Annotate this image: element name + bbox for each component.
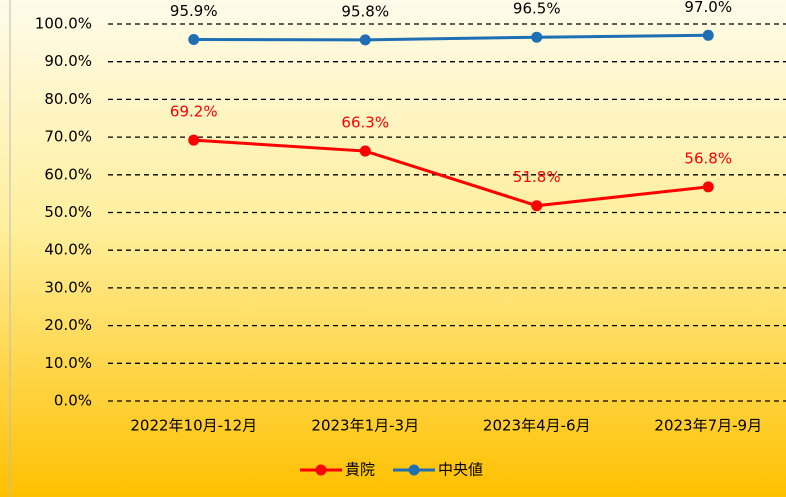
point xyxy=(531,200,543,212)
y-tick-label: 50.0% xyxy=(44,203,92,221)
x-tick-label: 2023年1月-3月 xyxy=(311,417,419,435)
legend-label: 中央値 xyxy=(438,461,483,479)
point xyxy=(531,31,543,43)
point xyxy=(359,34,371,46)
data-label: 51.8% xyxy=(513,168,561,186)
y-tick-label: 70.0% xyxy=(44,128,92,146)
legend-marker xyxy=(408,464,420,476)
y-tick-label: 90.0% xyxy=(44,52,92,70)
series-line xyxy=(193,33,709,42)
y-tick-label: 10.0% xyxy=(44,354,92,372)
point xyxy=(702,181,714,193)
data-label: 69.2% xyxy=(170,103,218,121)
x-tick-label: 2023年7月-9月 xyxy=(654,417,762,435)
x-tick-label: 2022年10月-12月 xyxy=(130,417,257,435)
y-tick-label: 60.0% xyxy=(44,165,92,183)
data-label: 56.8% xyxy=(684,149,732,167)
data-label: 97.0% xyxy=(684,0,732,16)
data-label: 95.9% xyxy=(170,2,218,20)
data-label: 96.5% xyxy=(513,0,561,18)
point xyxy=(188,33,200,45)
point xyxy=(702,29,714,41)
point xyxy=(359,145,371,157)
y-tick-label: 0.0% xyxy=(54,392,92,410)
legend-label: 貴院 xyxy=(345,461,375,479)
point xyxy=(188,134,200,146)
data-label: 95.8% xyxy=(341,2,389,20)
y-tick-label: 20.0% xyxy=(44,316,92,334)
y-tick-label: 30.0% xyxy=(44,278,92,296)
series-line xyxy=(193,138,709,208)
y-tick-label: 40.0% xyxy=(44,241,92,259)
legend-marker xyxy=(315,464,327,476)
y-tick-label: 100.0% xyxy=(35,15,92,33)
y-tick-label: 80.0% xyxy=(44,90,92,108)
data-label: 66.3% xyxy=(341,114,389,132)
x-tick-label: 2023年4月-6月 xyxy=(483,417,591,435)
